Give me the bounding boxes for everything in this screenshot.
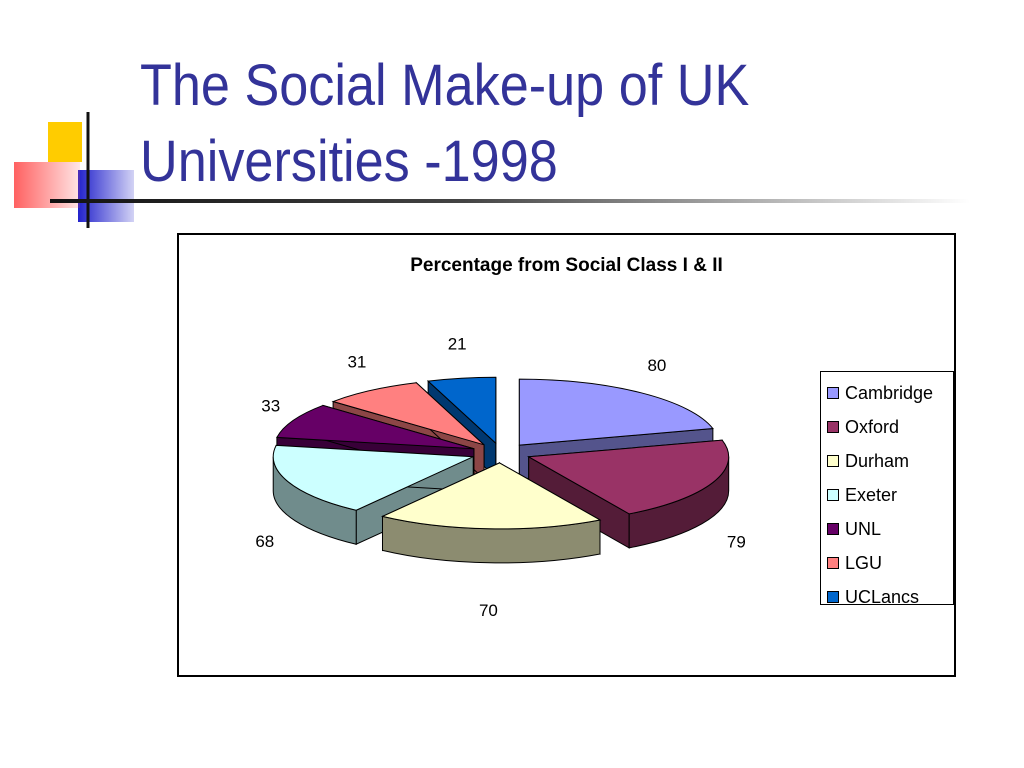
slide-title-line-1: The Social Make-up of UK xyxy=(140,53,750,118)
data-label-lgu: 31 xyxy=(347,352,366,371)
legend-swatch-unl xyxy=(827,523,839,535)
legend-label-durham: Durham xyxy=(845,450,910,471)
data-label-cambridge: 80 xyxy=(647,356,666,375)
legend-swatch-uclancs xyxy=(827,591,839,603)
chart-legend: Cambridge Oxford Durham Exeter UNL LGU UCLancs xyxy=(820,371,954,607)
legend-swatch-oxford xyxy=(827,421,839,433)
pie-slice-exeter xyxy=(272,444,474,546)
legend-label-cambridge: Cambridge xyxy=(845,382,934,403)
legend-label-unl: UNL xyxy=(845,518,882,539)
blue-square xyxy=(78,170,134,222)
title-underline xyxy=(50,199,970,203)
legend-item-durham: Durham xyxy=(821,444,953,478)
data-label-durham: 70 xyxy=(479,601,498,620)
pie-chart: 80 79 70 68 33 31 21 xyxy=(255,335,746,620)
pie-slice-oxford xyxy=(527,439,730,549)
legend-item-lgu: LGU xyxy=(821,546,953,580)
legend-swatch-exeter xyxy=(827,489,839,501)
legend-swatch-durham xyxy=(827,455,839,467)
legend-item-cambridge: Cambridge xyxy=(821,376,953,410)
legend-item-exeter: Exeter xyxy=(821,478,953,512)
yellow-square xyxy=(48,122,82,162)
legend-label-uclancs: UCLancs xyxy=(845,586,920,607)
slide-title-line-2: Universities -1998 xyxy=(140,129,558,194)
decorative-squares xyxy=(14,112,134,228)
legend-swatch-lgu xyxy=(827,557,839,569)
legend-label-lgu: LGU xyxy=(845,552,883,573)
chart-title: Percentage from Social Class I & II xyxy=(410,255,723,276)
data-label-oxford: 79 xyxy=(727,533,746,552)
legend-item-unl: UNL xyxy=(821,512,953,546)
legend-label-oxford: Oxford xyxy=(845,416,900,437)
slide-title: The Social Make-up of UK Universities -1… xyxy=(140,48,914,200)
pie-slice-durham xyxy=(380,462,602,564)
legend-swatch-cambridge xyxy=(827,387,839,399)
legend-item-oxford: Oxford xyxy=(821,410,953,444)
legend-label-exeter: Exeter xyxy=(845,484,898,505)
data-label-unl: 33 xyxy=(261,396,280,415)
legend-item-uclancs: UCLancs xyxy=(821,580,953,614)
data-label-exeter: 68 xyxy=(255,532,274,551)
chart-frame: Percentage from Social Class I & II 80 79… xyxy=(177,233,956,677)
data-label-uclancs: 21 xyxy=(448,335,467,354)
